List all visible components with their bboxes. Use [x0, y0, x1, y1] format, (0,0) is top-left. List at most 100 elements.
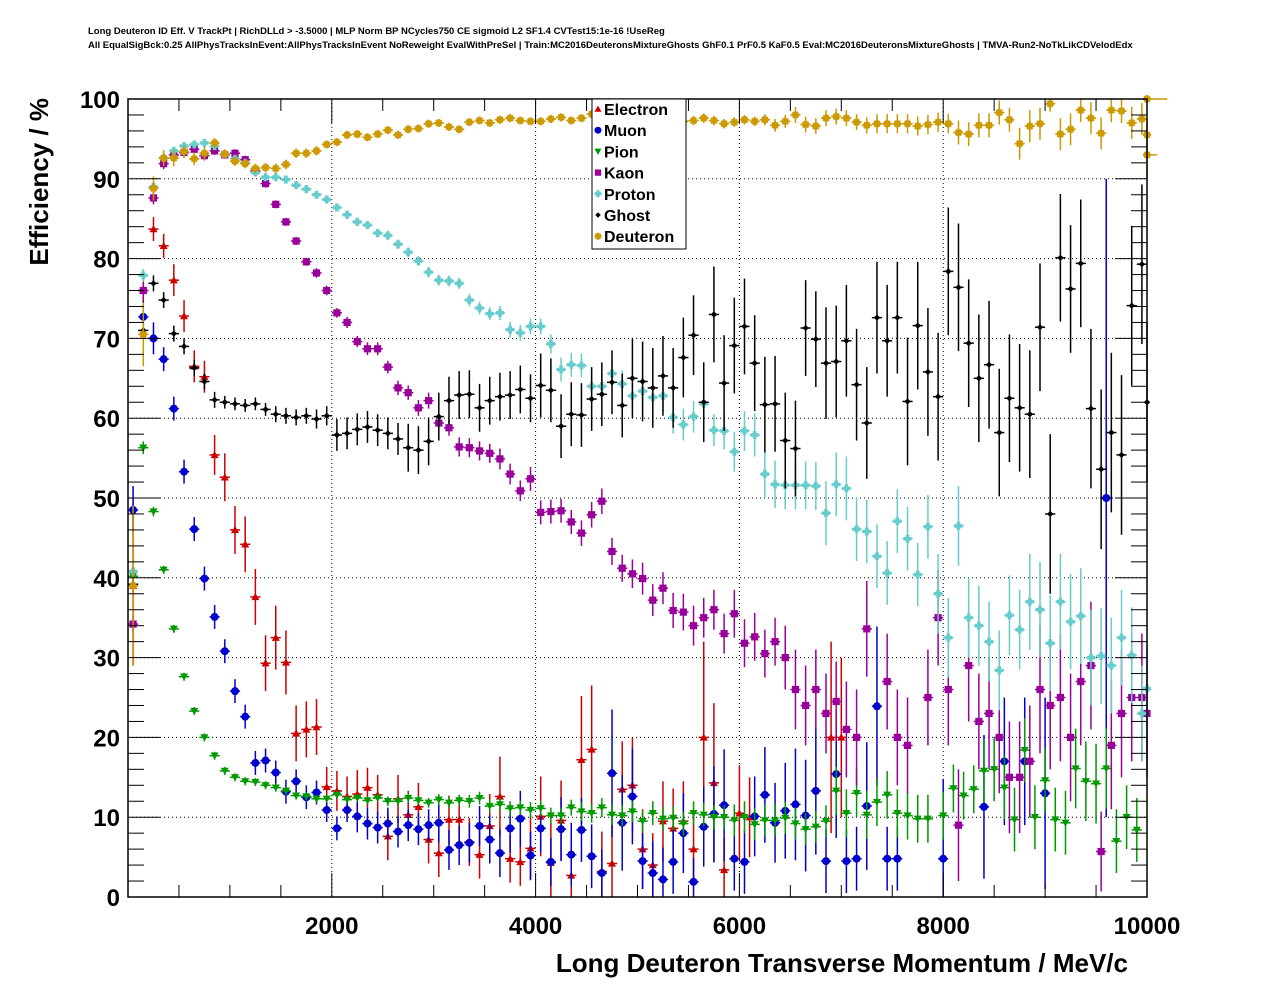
deuteron-point: [851, 114, 862, 131]
muon-marker: [312, 788, 321, 797]
pion-marker: [1061, 819, 1070, 827]
deuteron-marker: [394, 130, 403, 139]
pion-point: [637, 810, 648, 833]
deuteron-point: [576, 114, 587, 123]
muon-point: [851, 826, 862, 891]
kaon-marker: [771, 638, 779, 646]
deuteron-marker: [791, 110, 800, 119]
deuteron-marker: [913, 122, 922, 131]
kaon-point: [902, 697, 913, 794]
pion-marker: [638, 817, 647, 826]
ghost-point: [1096, 389, 1107, 550]
pion-point: [331, 790, 342, 799]
ghost-point: [688, 295, 699, 376]
pion-marker: [495, 801, 504, 809]
muon-point: [566, 822, 577, 887]
kaon-marker: [261, 179, 270, 188]
star-stroke: [771, 121, 780, 130]
deuteron-point: [871, 114, 883, 134]
kaon-marker: [486, 449, 494, 457]
deuteron-marker: [455, 125, 464, 134]
kaon-point: [820, 673, 832, 754]
deuteron-point: [841, 110, 852, 127]
kaon-point: [882, 633, 893, 730]
muon-point: [1101, 178, 1112, 818]
kaon-point: [708, 589, 720, 630]
proton-marker: [801, 481, 810, 490]
star-stroke: [261, 163, 270, 172]
electron-marker: [241, 540, 250, 548]
proton-point: [260, 173, 271, 182]
kaon-point: [657, 572, 669, 605]
kaon-point: [525, 466, 536, 491]
pion-point: [820, 805, 832, 838]
pion-point: [1131, 798, 1142, 862]
kaon-point: [566, 509, 577, 534]
ghost-marker: [782, 437, 789, 444]
ghost-marker: [1128, 302, 1135, 309]
kaon-marker: [547, 507, 555, 516]
ghost-marker: [354, 426, 361, 433]
ghost-point: [555, 394, 567, 459]
muon-marker: [200, 574, 209, 583]
ghost-point: [1014, 343, 1025, 472]
deuteron-marker: [1046, 99, 1055, 108]
star-stroke: [1025, 122, 1034, 131]
pion-point: [882, 770, 893, 819]
star-stroke: [1066, 125, 1075, 134]
proton-marker: [414, 256, 423, 265]
pion-marker: [852, 790, 861, 798]
star-stroke: [322, 140, 331, 149]
proton-marker: [312, 190, 321, 199]
pion-point: [1050, 787, 1061, 852]
pion-marker: [669, 814, 678, 822]
pion-point: [229, 773, 241, 782]
proton-point: [994, 630, 1005, 711]
ghost-marker: [333, 431, 341, 439]
ghost-marker: [405, 444, 412, 451]
proton-point: [800, 461, 811, 510]
kaon-point: [454, 437, 465, 457]
ghost-point: [505, 371, 516, 419]
kaon-marker: [924, 693, 932, 702]
pion-marker: [516, 804, 525, 812]
proton-point: [1024, 553, 1035, 650]
muon-marker: [414, 825, 423, 834]
muon-marker: [628, 792, 637, 801]
muon-point: [260, 748, 271, 773]
kaon-marker: [842, 725, 850, 734]
ghost-point: [851, 328, 862, 441]
deuteron-marker: [434, 118, 443, 127]
proton-marker: [332, 203, 341, 212]
kaon-marker: [791, 685, 800, 694]
deuteron-marker: [730, 118, 739, 127]
pion-point: [938, 791, 949, 840]
muon-point: [841, 829, 852, 894]
kaon-marker: [1066, 733, 1075, 741]
ghost-point: [596, 362, 607, 427]
kaon-marker: [526, 475, 535, 483]
deuteron-marker: [292, 149, 301, 158]
ghost-point: [168, 325, 179, 342]
deuteron-point: [1096, 117, 1107, 150]
muon-marker: [424, 821, 433, 830]
deuteron-marker: [363, 133, 372, 142]
muon-marker: [822, 857, 831, 866]
muon-marker: [546, 857, 555, 866]
ghost-point: [810, 291, 821, 388]
deuteron-marker: [1107, 106, 1116, 115]
kaon-marker: [965, 661, 973, 670]
muon-point: [291, 769, 302, 794]
data-points: [128, 95, 1168, 897]
pion-marker: [190, 707, 199, 716]
pion-point: [698, 802, 709, 827]
pion-marker: [373, 794, 382, 803]
star-stroke: [1056, 130, 1065, 139]
ghost-marker: [191, 364, 198, 372]
star-stroke: [832, 112, 841, 121]
star-stroke: [495, 115, 504, 124]
kaon-point: [1065, 673, 1076, 802]
electron-marker: [689, 845, 698, 853]
pion-point: [403, 793, 414, 803]
kaon-marker: [282, 218, 290, 226]
